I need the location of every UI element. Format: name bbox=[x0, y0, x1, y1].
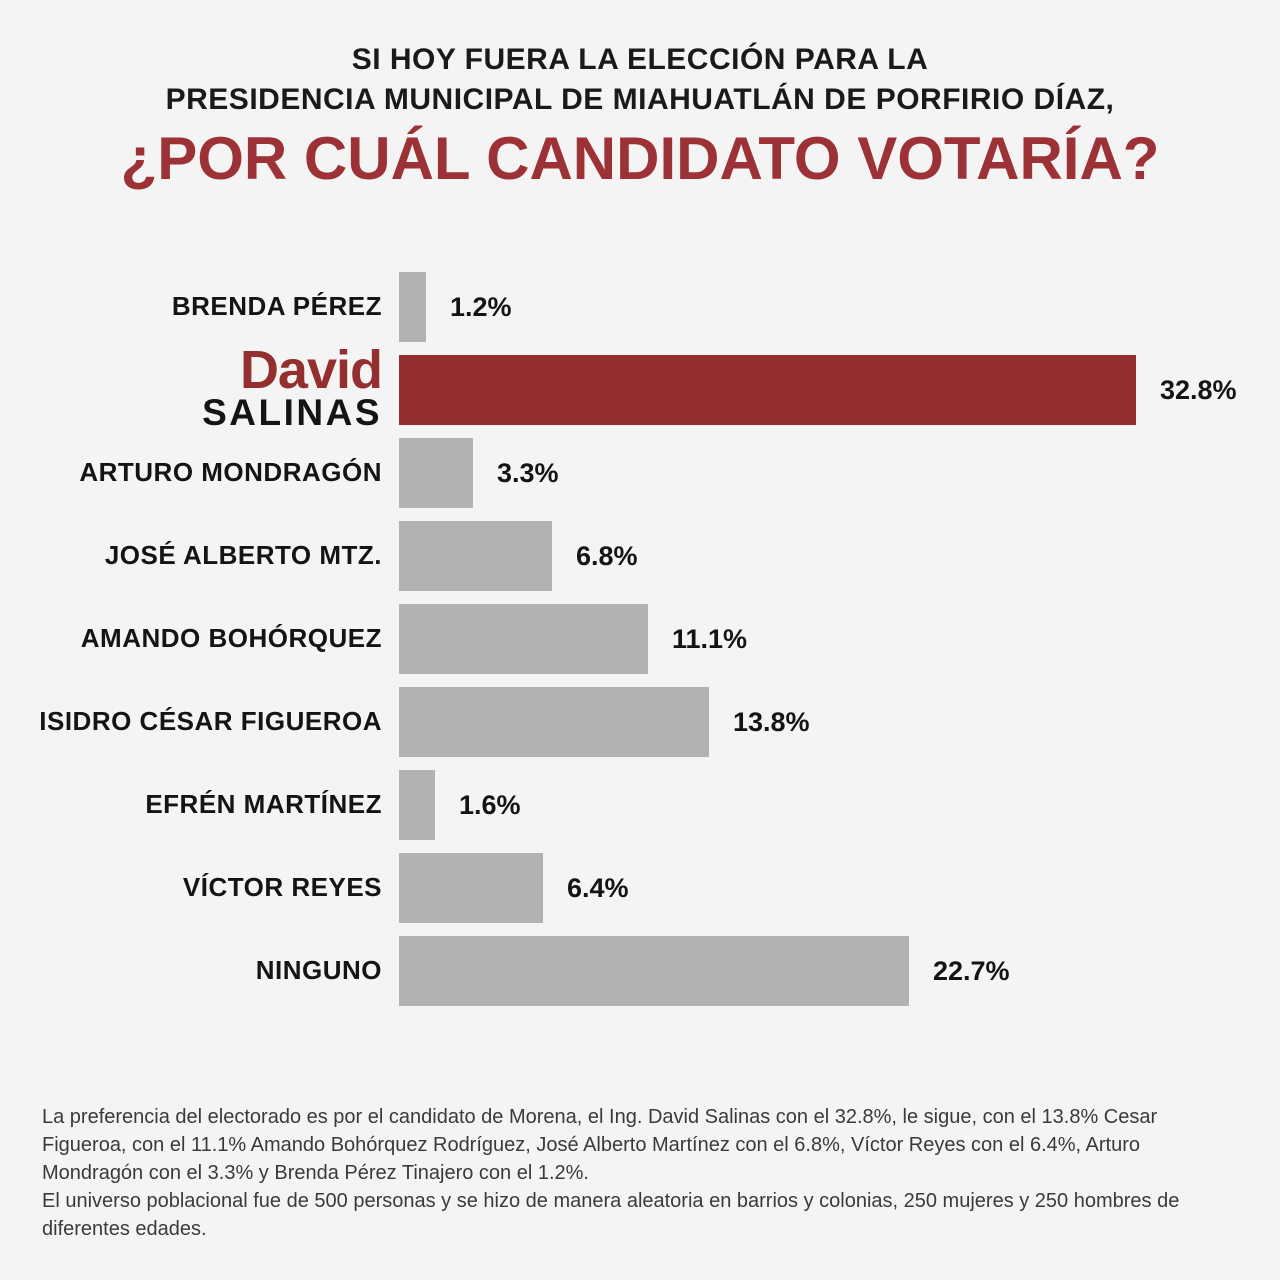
bar bbox=[399, 521, 552, 591]
chart-row: AMANDO BOHÓRQUEZ 11.1% bbox=[0, 604, 1280, 674]
title-question: ¿POR CUÁL CANDIDATO VOTARÍA? bbox=[120, 125, 1160, 192]
chart-row: VÍCTOR REYES 6.4% bbox=[0, 853, 1280, 923]
bar-label: EFRÉN MARTÍNEZ bbox=[145, 789, 382, 820]
footer-paragraph-2: El universo poblacional fue de 500 perso… bbox=[42, 1190, 1180, 1240]
bar-chart: BRENDA PÉREZ 1.2% David SALINAS 32.8% ART… bbox=[0, 272, 1280, 1006]
bar-label: BRENDA PÉREZ bbox=[171, 291, 382, 322]
chart-row: David SALINAS 32.8% bbox=[0, 343, 1280, 432]
highlight-label-last-name: SALINAS bbox=[202, 391, 382, 433]
bar-value-label: 1.2% bbox=[450, 291, 512, 322]
bar-label: ISIDRO CÉSAR FIGUEROA bbox=[39, 706, 382, 737]
bar-track: 1.6% bbox=[382, 770, 1280, 840]
bar bbox=[399, 355, 1136, 425]
bar bbox=[399, 687, 709, 757]
bar-value-label: 11.1% bbox=[672, 623, 748, 654]
bar bbox=[399, 936, 909, 1006]
bar-track: 32.8% bbox=[382, 355, 1280, 425]
bar-track: 22.7% bbox=[382, 936, 1280, 1006]
bar-value-label: 6.4% bbox=[567, 872, 629, 903]
bar bbox=[399, 853, 543, 923]
title-block: SI HOY FUERA LA ELECCIÓN PARA LA PRESIDE… bbox=[0, 0, 1280, 194]
bar-track: 6.4% bbox=[382, 853, 1280, 923]
bar-value-label: 3.3% bbox=[497, 457, 559, 488]
chart-row: ARTURO MONDRAGÓN 3.3% bbox=[0, 438, 1280, 508]
chart-row: JOSÉ ALBERTO MTZ. 6.8% bbox=[0, 521, 1280, 591]
bar bbox=[399, 604, 648, 674]
bar-value-label: 32.8% bbox=[1160, 374, 1237, 405]
bar-track: 3.3% bbox=[382, 438, 1280, 508]
bar bbox=[399, 438, 473, 508]
title-line-1: SI HOY FUERA LA ELECCIÓN PARA LA bbox=[351, 43, 929, 76]
bar-track: 11.1% bbox=[382, 604, 1280, 674]
bar-label: NINGUNO bbox=[255, 955, 382, 986]
bar-value-label: 6.8% bbox=[576, 540, 638, 571]
chart-row: BRENDA PÉREZ 1.2% bbox=[0, 272, 1280, 342]
bar-value-label: 1.6% bbox=[459, 789, 521, 820]
bar-track: 1.2% bbox=[382, 272, 1280, 342]
bar-value-label: 13.8% bbox=[733, 706, 810, 737]
title-line-2: PRESIDENCIA MUNICIPAL DE MIAHUATLÁN DE P… bbox=[165, 83, 1115, 116]
bar-label: David SALINAS bbox=[0, 339, 383, 433]
bar-label: ARTURO MONDRAGÓN bbox=[79, 457, 382, 488]
bar-track: 13.8% bbox=[382, 687, 1280, 757]
chart-row: ISIDRO CÉSAR FIGUEROA 13.8% bbox=[0, 687, 1280, 757]
chart-row: EFRÉN MARTÍNEZ 1.6% bbox=[0, 770, 1280, 840]
highlight-label-first-name: David bbox=[239, 339, 383, 400]
footer-note: La preferencia del electorado es por el … bbox=[42, 1103, 1240, 1243]
bar-label: AMANDO BOHÓRQUEZ bbox=[80, 623, 382, 654]
bar-value-label: 22.7% bbox=[933, 955, 1010, 986]
footer-paragraph-1: La preferencia del electorado es por el … bbox=[42, 1106, 1158, 1184]
bar-label: VÍCTOR REYES bbox=[182, 872, 382, 903]
bar bbox=[399, 770, 435, 840]
chart-row: NINGUNO 22.7% bbox=[0, 936, 1280, 1006]
bar bbox=[399, 272, 426, 342]
bar-label: JOSÉ ALBERTO MTZ. bbox=[104, 540, 382, 571]
bar-track: 6.8% bbox=[382, 521, 1280, 591]
